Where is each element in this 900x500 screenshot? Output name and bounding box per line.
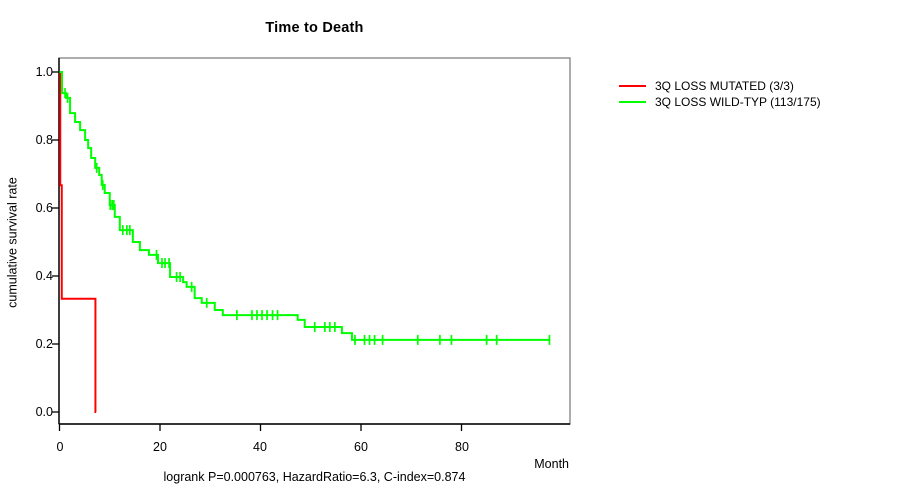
x-tick-label: 0 xyxy=(56,440,64,454)
legend-label: 3Q LOSS MUTATED (3/3) xyxy=(655,79,794,93)
legend-item-mutated: 3Q LOSS MUTATED (3/3) xyxy=(619,78,821,94)
legend-line-green xyxy=(619,100,646,104)
x-tick-label: 60 xyxy=(354,440,368,454)
km-curve-mutated xyxy=(59,71,97,413)
y-tick-label: 1.0 xyxy=(35,65,53,79)
y-axis-title: cumulative survival rate xyxy=(5,177,20,308)
x-tick-label: 80 xyxy=(455,440,469,454)
chart-title: Time to Death xyxy=(265,20,364,36)
legend-item-wildtype: 3Q LOSS WILD-TYP (113/175) xyxy=(619,94,821,110)
legend-label: 3Q LOSS WILD-TYP (113/175) xyxy=(655,95,821,109)
y-tick-label: 0.4 xyxy=(35,269,53,283)
km-curve-wildtype xyxy=(59,71,550,341)
stats-caption: logrank P=0.000763, HazardRatio=6.3, C-i… xyxy=(163,470,466,484)
x-axis-title: Month xyxy=(534,457,569,471)
y-tick-label: 0.2 xyxy=(35,337,53,351)
y-tick-label: 0.0 xyxy=(35,405,53,419)
y-tick-label: 0.6 xyxy=(35,201,53,215)
legend: 3Q LOSS MUTATED (3/3) 3Q LOSS WILD-TYP (… xyxy=(619,78,821,110)
x-tick-label: 20 xyxy=(153,440,167,454)
y-tick-label: 0.8 xyxy=(35,133,53,147)
legend-line-red xyxy=(619,84,646,88)
x-tick-label: 40 xyxy=(253,440,267,454)
